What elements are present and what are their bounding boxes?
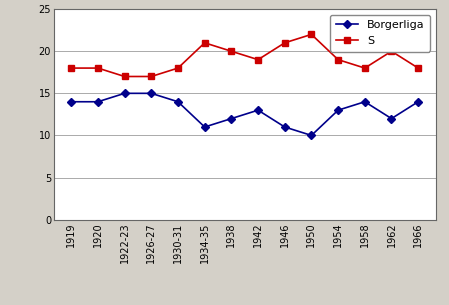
- Borgerliga: [95, 100, 101, 104]
- S: [335, 58, 341, 62]
- S: [175, 66, 180, 70]
- Borgerliga: [175, 100, 180, 104]
- S: [309, 33, 314, 36]
- Borgerliga: [202, 125, 207, 129]
- S: [255, 58, 261, 62]
- Borgerliga: [282, 125, 287, 129]
- Line: S: S: [68, 31, 422, 80]
- S: [362, 66, 367, 70]
- S: [389, 49, 394, 53]
- Legend: Borgerliga, S: Borgerliga, S: [330, 15, 430, 52]
- S: [415, 66, 421, 70]
- Borgerliga: [415, 100, 421, 104]
- S: [282, 41, 287, 45]
- S: [202, 41, 207, 45]
- Borgerliga: [255, 108, 261, 112]
- Borgerliga: [69, 100, 74, 104]
- Borgerliga: [389, 117, 394, 120]
- Borgerliga: [229, 117, 234, 120]
- Borgerliga: [309, 134, 314, 137]
- S: [229, 49, 234, 53]
- S: [69, 66, 74, 70]
- Borgerliga: [335, 108, 341, 112]
- Borgerliga: [149, 92, 154, 95]
- S: [95, 66, 101, 70]
- Borgerliga: [362, 100, 367, 104]
- S: [122, 75, 128, 78]
- S: [149, 75, 154, 78]
- Line: Borgerliga: Borgerliga: [68, 91, 421, 138]
- Borgerliga: [122, 92, 128, 95]
